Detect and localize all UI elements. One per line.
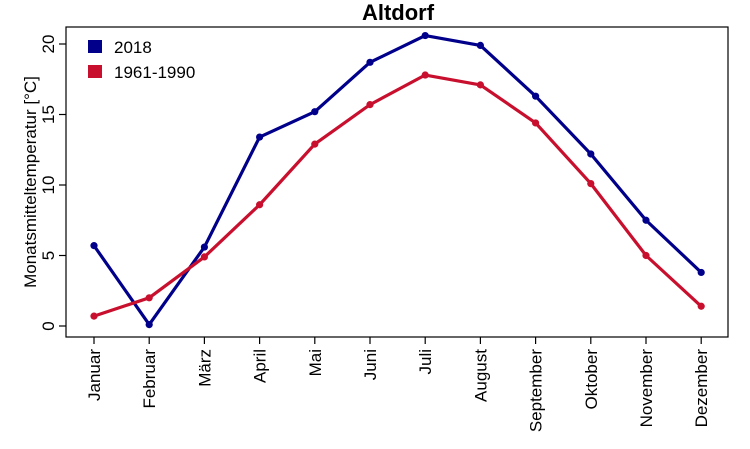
- x-tick-label: Januar: [85, 349, 104, 401]
- x-tick-label: Oktober: [582, 349, 601, 410]
- y-tick-label: 15: [39, 105, 58, 124]
- data-point: [366, 101, 374, 109]
- data-point: [532, 92, 540, 100]
- x-tick-label: August: [471, 349, 490, 402]
- series-line: [93, 73, 703, 318]
- data-point: [200, 243, 208, 251]
- data-point: [532, 119, 540, 127]
- y-tick-label: 10: [39, 176, 58, 195]
- data-point: [642, 251, 650, 260]
- legend-swatch: [88, 65, 102, 78]
- legend-label: 1961-1990: [114, 63, 195, 82]
- data-point: [642, 216, 650, 224]
- x-tick-label: September: [527, 349, 546, 432]
- data-point: [476, 81, 484, 89]
- legend-swatch: [88, 40, 102, 53]
- series-0: [90, 31, 705, 329]
- x-tick-label: Februar: [140, 349, 159, 409]
- legend-label: 2018: [114, 38, 152, 57]
- series-line: [92, 33, 703, 327]
- data-point: [421, 31, 429, 40]
- x-tick-label: Dezember: [692, 349, 711, 428]
- y-tick-label: 0: [39, 321, 58, 330]
- data-point: [90, 242, 98, 250]
- data-point: [311, 108, 319, 116]
- chart-title: Altdorf: [362, 0, 435, 25]
- data-point: [256, 133, 264, 141]
- y-axis-label: Monatsmitteltemperatur [°C]: [21, 76, 40, 288]
- plot-frame: [65, 26, 729, 338]
- data-point: [366, 58, 374, 66]
- series-layer: [90, 31, 705, 329]
- y-tick-label: 5: [39, 251, 58, 260]
- data-point: [145, 294, 153, 302]
- data-point: [421, 71, 429, 79]
- x-tick-label: März: [195, 349, 214, 387]
- y-axis: 0 5 10 15 20: [39, 35, 66, 331]
- series-1: [90, 71, 705, 320]
- data-point: [200, 253, 208, 261]
- y-tick-label: 20: [39, 35, 58, 54]
- x-tick-label: Juni: [361, 349, 380, 380]
- x-axis: Januar Februar März April Mai Juni Juli August S…: [85, 337, 711, 432]
- x-tick-label: November: [637, 349, 656, 428]
- legend: 2018 1961-1990: [88, 38, 195, 82]
- data-point: [256, 201, 264, 209]
- x-tick-label: April: [251, 349, 270, 383]
- x-tick-label: Juli: [416, 349, 435, 375]
- data-point: [311, 140, 319, 148]
- data-point: [476, 41, 484, 50]
- data-point: [697, 302, 705, 310]
- x-tick-label: Mai: [306, 349, 325, 376]
- data-point: [145, 320, 153, 329]
- data-point: [587, 179, 595, 188]
- data-point: [697, 268, 705, 277]
- data-point: [587, 150, 595, 158]
- data-point: [90, 312, 98, 320]
